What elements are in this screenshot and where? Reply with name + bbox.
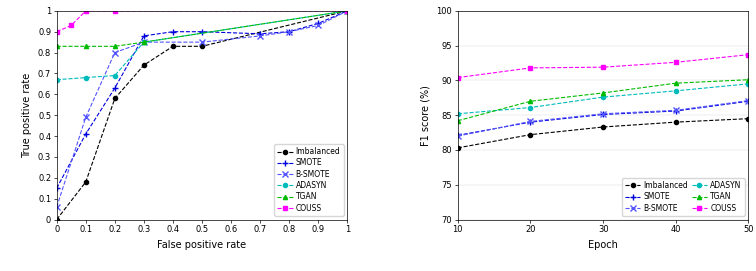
ADASYN: [81, 76, 90, 79]
COUSS: [342, 9, 352, 12]
ADASYN: [526, 106, 535, 109]
SMOTE: [256, 32, 265, 36]
B-SMOTE: [139, 41, 148, 44]
Imbalanced: [526, 133, 535, 136]
B-SMOTE: [197, 41, 206, 44]
Imbalanced: [52, 218, 61, 221]
B-SMOTE: [454, 134, 463, 138]
Imbalanced: [197, 45, 206, 48]
ADASYN: [744, 82, 753, 86]
TGAN: [342, 9, 352, 12]
TGAN: [81, 45, 90, 48]
Line: TGAN: TGAN: [456, 78, 751, 123]
Line: Imbalanced: Imbalanced: [456, 117, 751, 150]
COUSS: [67, 24, 76, 27]
Imbalanced: [139, 63, 148, 67]
Imbalanced: [744, 117, 753, 120]
ADASYN: [52, 78, 61, 81]
Line: Imbalanced: Imbalanced: [54, 9, 349, 222]
ADASYN: [599, 95, 608, 99]
Line: B-SMOTE: B-SMOTE: [54, 8, 350, 210]
Line: SMOTE: SMOTE: [54, 8, 350, 191]
X-axis label: False positive rate: False positive rate: [157, 240, 246, 250]
SMOTE: [52, 187, 61, 190]
SMOTE: [110, 86, 119, 90]
Imbalanced: [81, 180, 90, 183]
TGAN: [454, 119, 463, 122]
SMOTE: [169, 30, 178, 33]
B-SMOTE: [599, 112, 608, 115]
COUSS: [671, 61, 680, 64]
Y-axis label: F1 score (%): F1 score (%): [421, 85, 431, 146]
B-SMOTE: [342, 9, 352, 12]
B-SMOTE: [285, 30, 294, 33]
TGAN: [599, 91, 608, 95]
SMOTE: [454, 134, 463, 137]
TGAN: [744, 78, 753, 81]
Line: COUSS: COUSS: [54, 9, 349, 34]
Line: SMOTE: SMOTE: [455, 98, 751, 138]
B-SMOTE: [256, 34, 265, 37]
COUSS: [744, 53, 753, 56]
Line: ADASYN: ADASYN: [54, 9, 349, 82]
SMOTE: [139, 34, 148, 37]
Imbalanced: [169, 45, 178, 48]
ADASYN: [671, 89, 680, 92]
COUSS: [110, 9, 119, 12]
COUSS: [52, 30, 61, 33]
B-SMOTE: [744, 99, 753, 102]
TGAN: [110, 45, 119, 48]
COUSS: [599, 66, 608, 69]
B-SMOTE: [81, 116, 90, 119]
TGAN: [671, 82, 680, 85]
ADASYN: [139, 41, 148, 44]
B-SMOTE: [110, 51, 119, 54]
Line: ADASYN: ADASYN: [456, 82, 751, 116]
SMOTE: [81, 132, 90, 136]
X-axis label: Epoch: Epoch: [588, 240, 618, 250]
Legend: Imbalanced, SMOTE, B-SMOTE, ADASYN, TGAN, COUSS: Imbalanced, SMOTE, B-SMOTE, ADASYN, TGAN…: [274, 144, 343, 216]
SMOTE: [285, 30, 294, 33]
TGAN: [139, 41, 148, 44]
COUSS: [81, 9, 90, 12]
SMOTE: [599, 113, 608, 116]
Imbalanced: [110, 97, 119, 100]
SMOTE: [314, 22, 323, 25]
Imbalanced: [454, 146, 463, 150]
Line: COUSS: COUSS: [456, 53, 751, 80]
SMOTE: [197, 30, 206, 33]
Imbalanced: [599, 125, 608, 129]
SMOTE: [526, 121, 535, 124]
Imbalanced: [671, 121, 680, 124]
SMOTE: [671, 109, 680, 113]
Imbalanced: [342, 9, 352, 12]
TGAN: [526, 100, 535, 103]
COUSS: [526, 66, 535, 69]
Line: B-SMOTE: B-SMOTE: [455, 98, 751, 139]
ADASYN: [342, 9, 352, 12]
Y-axis label: True positive rate: True positive rate: [23, 73, 33, 158]
Line: TGAN: TGAN: [54, 9, 349, 49]
B-SMOTE: [526, 120, 535, 123]
B-SMOTE: [52, 205, 61, 209]
TGAN: [52, 45, 61, 48]
SMOTE: [342, 9, 352, 12]
ADASYN: [110, 74, 119, 77]
Legend: Imbalanced, SMOTE, B-SMOTE, ADASYN, TGAN, COUSS: Imbalanced, SMOTE, B-SMOTE, ADASYN, TGAN…: [622, 178, 745, 216]
B-SMOTE: [671, 109, 680, 112]
B-SMOTE: [314, 24, 323, 27]
ADASYN: [454, 112, 463, 115]
COUSS: [454, 76, 463, 79]
SMOTE: [744, 100, 753, 103]
